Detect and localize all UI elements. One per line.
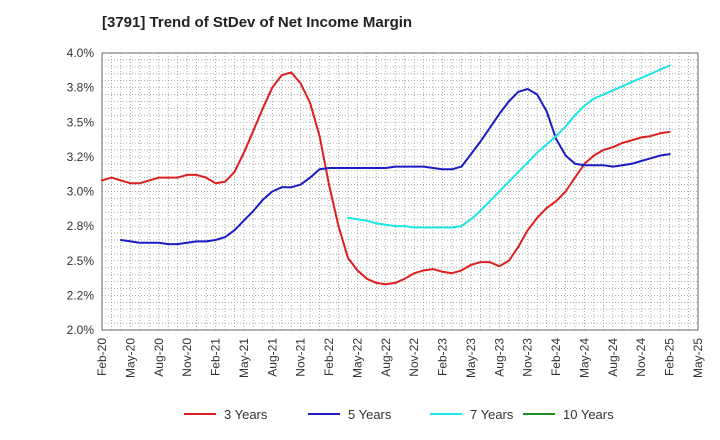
plot-area-border bbox=[101, 52, 699, 331]
x-tick-label: Nov-20 bbox=[180, 338, 194, 377]
x-tick-label: May-21 bbox=[237, 338, 251, 378]
x-tick-label: Nov-24 bbox=[634, 338, 648, 377]
x-tick-label: May-24 bbox=[577, 338, 591, 378]
x-tick-label: Feb-20 bbox=[95, 338, 109, 376]
x-tick-label: Feb-23 bbox=[436, 338, 450, 376]
legend-label-5-years: 5 Years bbox=[348, 407, 392, 422]
legend-label-7-years: 7 Years bbox=[470, 407, 514, 422]
y-tick-label: 2.0% bbox=[67, 323, 95, 337]
y-tick-label: 4.0% bbox=[67, 46, 95, 60]
x-tick-label: May-25 bbox=[691, 338, 705, 378]
x-tick-label: Nov-23 bbox=[521, 338, 535, 377]
y-tick-label: 3.0% bbox=[67, 185, 95, 199]
x-tick-label: Aug-20 bbox=[152, 338, 166, 377]
y-tick-label: 3.5% bbox=[67, 115, 95, 129]
x-tick-label: Aug-24 bbox=[606, 338, 620, 377]
series-line-5-years bbox=[119, 88, 671, 246]
x-tick-label: Feb-25 bbox=[663, 338, 677, 376]
y-tick-label: 3.2% bbox=[67, 150, 95, 164]
x-tick-label: Nov-21 bbox=[294, 338, 308, 377]
x-tick-label: Nov-22 bbox=[407, 338, 421, 377]
y-tick-label: 2.5% bbox=[67, 254, 95, 268]
series-line-3-years bbox=[101, 71, 671, 286]
x-tick-label: Feb-24 bbox=[549, 338, 563, 376]
y-tick-label: 3.8% bbox=[67, 81, 95, 95]
x-tick-label: Aug-23 bbox=[492, 338, 506, 377]
x-tick-label: Aug-21 bbox=[265, 338, 279, 377]
x-tick-label: May-20 bbox=[123, 338, 137, 378]
y-tick-label: 2.8% bbox=[67, 219, 95, 233]
legend-label-3-years: 3 Years bbox=[224, 407, 268, 422]
chart-title: [3791] Trend of StDev of Net Income Marg… bbox=[102, 14, 413, 31]
x-tick-label: Feb-21 bbox=[209, 338, 223, 376]
legend-label-10-years: 10 Years bbox=[563, 407, 614, 422]
x-tick-label: Feb-22 bbox=[322, 338, 336, 376]
x-tick-label: May-23 bbox=[464, 338, 478, 378]
series-line-7-years bbox=[347, 64, 671, 229]
x-tick-label: Aug-22 bbox=[379, 338, 393, 377]
grid bbox=[101, 52, 699, 331]
x-tick-label: May-22 bbox=[350, 338, 364, 378]
y-tick-label: 2.2% bbox=[67, 288, 95, 302]
